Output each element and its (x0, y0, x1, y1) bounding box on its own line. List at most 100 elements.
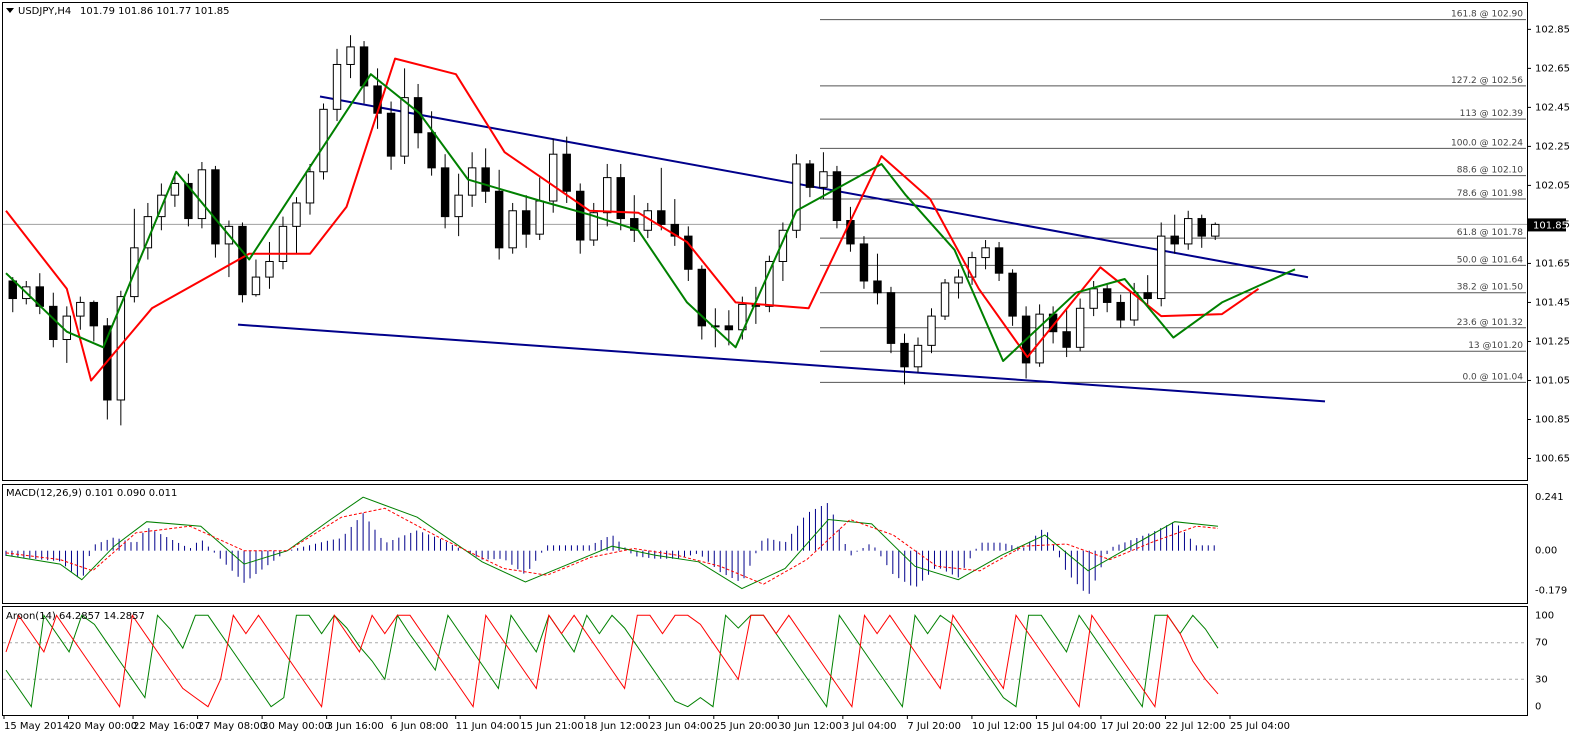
candle (1211, 222, 1220, 241)
candle-body (616, 177, 625, 220)
fib-level-label: 88.6 @ 102.10 (1457, 166, 1524, 176)
trendline-lower (237, 323, 1326, 403)
time-tick-label: 20 May 00:00 (69, 721, 138, 732)
candle (859, 236, 869, 289)
candle (1116, 294, 1125, 328)
macd-label: MACD(12,26,9) 0.101 0.090 0.011 (6, 488, 177, 499)
candle (265, 241, 274, 289)
time-tick-label: 22 Jul 12:00 (1165, 721, 1225, 732)
candle-body (1008, 272, 1017, 317)
time-tick-label: 11 Jun 04:00 (456, 721, 520, 732)
candle-body (427, 132, 436, 169)
time-tick-label: 6 Jun 08:00 (391, 721, 448, 732)
candle (1075, 298, 1085, 352)
candle-body (792, 163, 801, 231)
candle-body (994, 247, 1004, 274)
current-price-label: 101.85 (1533, 220, 1568, 231)
moving-averages (5, 57, 1296, 382)
time-tick-label: 25 Jun 20:00 (714, 721, 778, 732)
candle (778, 222, 788, 281)
candle-body (103, 325, 112, 401)
candle-body (684, 235, 693, 270)
candle-body (332, 63, 342, 110)
time-tick-label: 25 Jul 04:00 (1230, 721, 1290, 732)
fib-level-label: 113 @ 102.39 (1460, 109, 1524, 119)
moving-average-line (5, 57, 1260, 382)
candle-body (1197, 218, 1206, 237)
time-tick-label: 10 Jul 12:00 (972, 721, 1032, 732)
candle-body (913, 344, 923, 368)
candle-body (400, 97, 409, 157)
fib-level-label: 127.2 @ 102.56 (1451, 76, 1523, 86)
candle-body (832, 171, 842, 222)
macd-signal-line (5, 507, 1219, 585)
candle-body (292, 202, 301, 227)
time-tick-label: 17 Jul 20:00 (1101, 721, 1161, 732)
candle-body (1062, 331, 1071, 348)
candle-body (76, 301, 85, 317)
aroon-indicator: 100 70 30 0 (3, 610, 1554, 713)
candle-body (873, 280, 882, 294)
candle (494, 169, 504, 260)
aroon-label: Aroon(14) 64.2857 14.2857 (6, 611, 145, 622)
candle (1062, 310, 1071, 358)
candle-body (1075, 307, 1085, 348)
candle-body (846, 220, 855, 245)
candle-body (805, 163, 815, 188)
candle-body (1184, 218, 1193, 245)
candle-body (346, 46, 355, 65)
candle (170, 173, 180, 207)
fib-level-label: 78.6 @ 101.98 (1457, 189, 1524, 199)
candle-body (211, 169, 220, 245)
candle-body (967, 257, 977, 278)
time-tick-label: 3 Jun 16:00 (327, 721, 384, 732)
candle-body (197, 169, 207, 220)
candle-body (535, 200, 544, 235)
price-tick-label: 101.65 (1535, 258, 1570, 269)
candle-body (765, 260, 774, 307)
candle (548, 138, 558, 213)
candle-body (238, 225, 247, 296)
price-tick-label: 102.25 (1535, 141, 1570, 152)
candle (913, 337, 923, 373)
candle-body (562, 153, 571, 192)
candle-body (440, 167, 450, 218)
time-tick-label: 23 Jun 04:00 (649, 721, 713, 732)
fib-level-label: 38.2 @ 101.50 (1457, 283, 1524, 293)
candle-body (1170, 235, 1179, 245)
candle (1156, 222, 1166, 307)
candle (981, 240, 990, 270)
candle (1143, 275, 1152, 305)
candle-body (657, 210, 666, 225)
candle (1035, 304, 1044, 367)
candle (76, 296, 85, 330)
time-tick-label: 15 Jul 04:00 (1036, 721, 1096, 732)
candle-body (1116, 301, 1125, 321)
price-axis: 102.85 102.65 102.45 102.25 102.05 101.85 101.… (1527, 24, 1570, 464)
candle (576, 183, 585, 254)
candle (427, 111, 436, 176)
candle-body (8, 280, 17, 300)
time-tick-label: 15 May 2014 (4, 721, 69, 732)
macd-tick-label: 0.241 (1535, 492, 1564, 503)
candle (684, 226, 693, 281)
candle (900, 333, 909, 385)
candle (724, 310, 734, 346)
candle-body (697, 268, 707, 327)
candle (994, 241, 1004, 281)
price-tick-label: 102.05 (1535, 180, 1570, 191)
candle-body (1102, 288, 1112, 303)
candle (454, 173, 463, 237)
candle-body (494, 190, 504, 249)
candle (305, 163, 315, 215)
chart-ohlc: 101.79 101.86 101.77 101.85 (80, 6, 230, 17)
candle-body (724, 325, 734, 331)
candle-body (670, 223, 680, 237)
dropdown-triangle-icon[interactable] (6, 8, 14, 13)
aroon-tick-label: 0 (1535, 702, 1541, 713)
fib-level-label: 13 @101.20 (1468, 341, 1523, 351)
main-panel-frame (2, 2, 1528, 481)
price-tick-label: 102.85 (1535, 24, 1570, 35)
